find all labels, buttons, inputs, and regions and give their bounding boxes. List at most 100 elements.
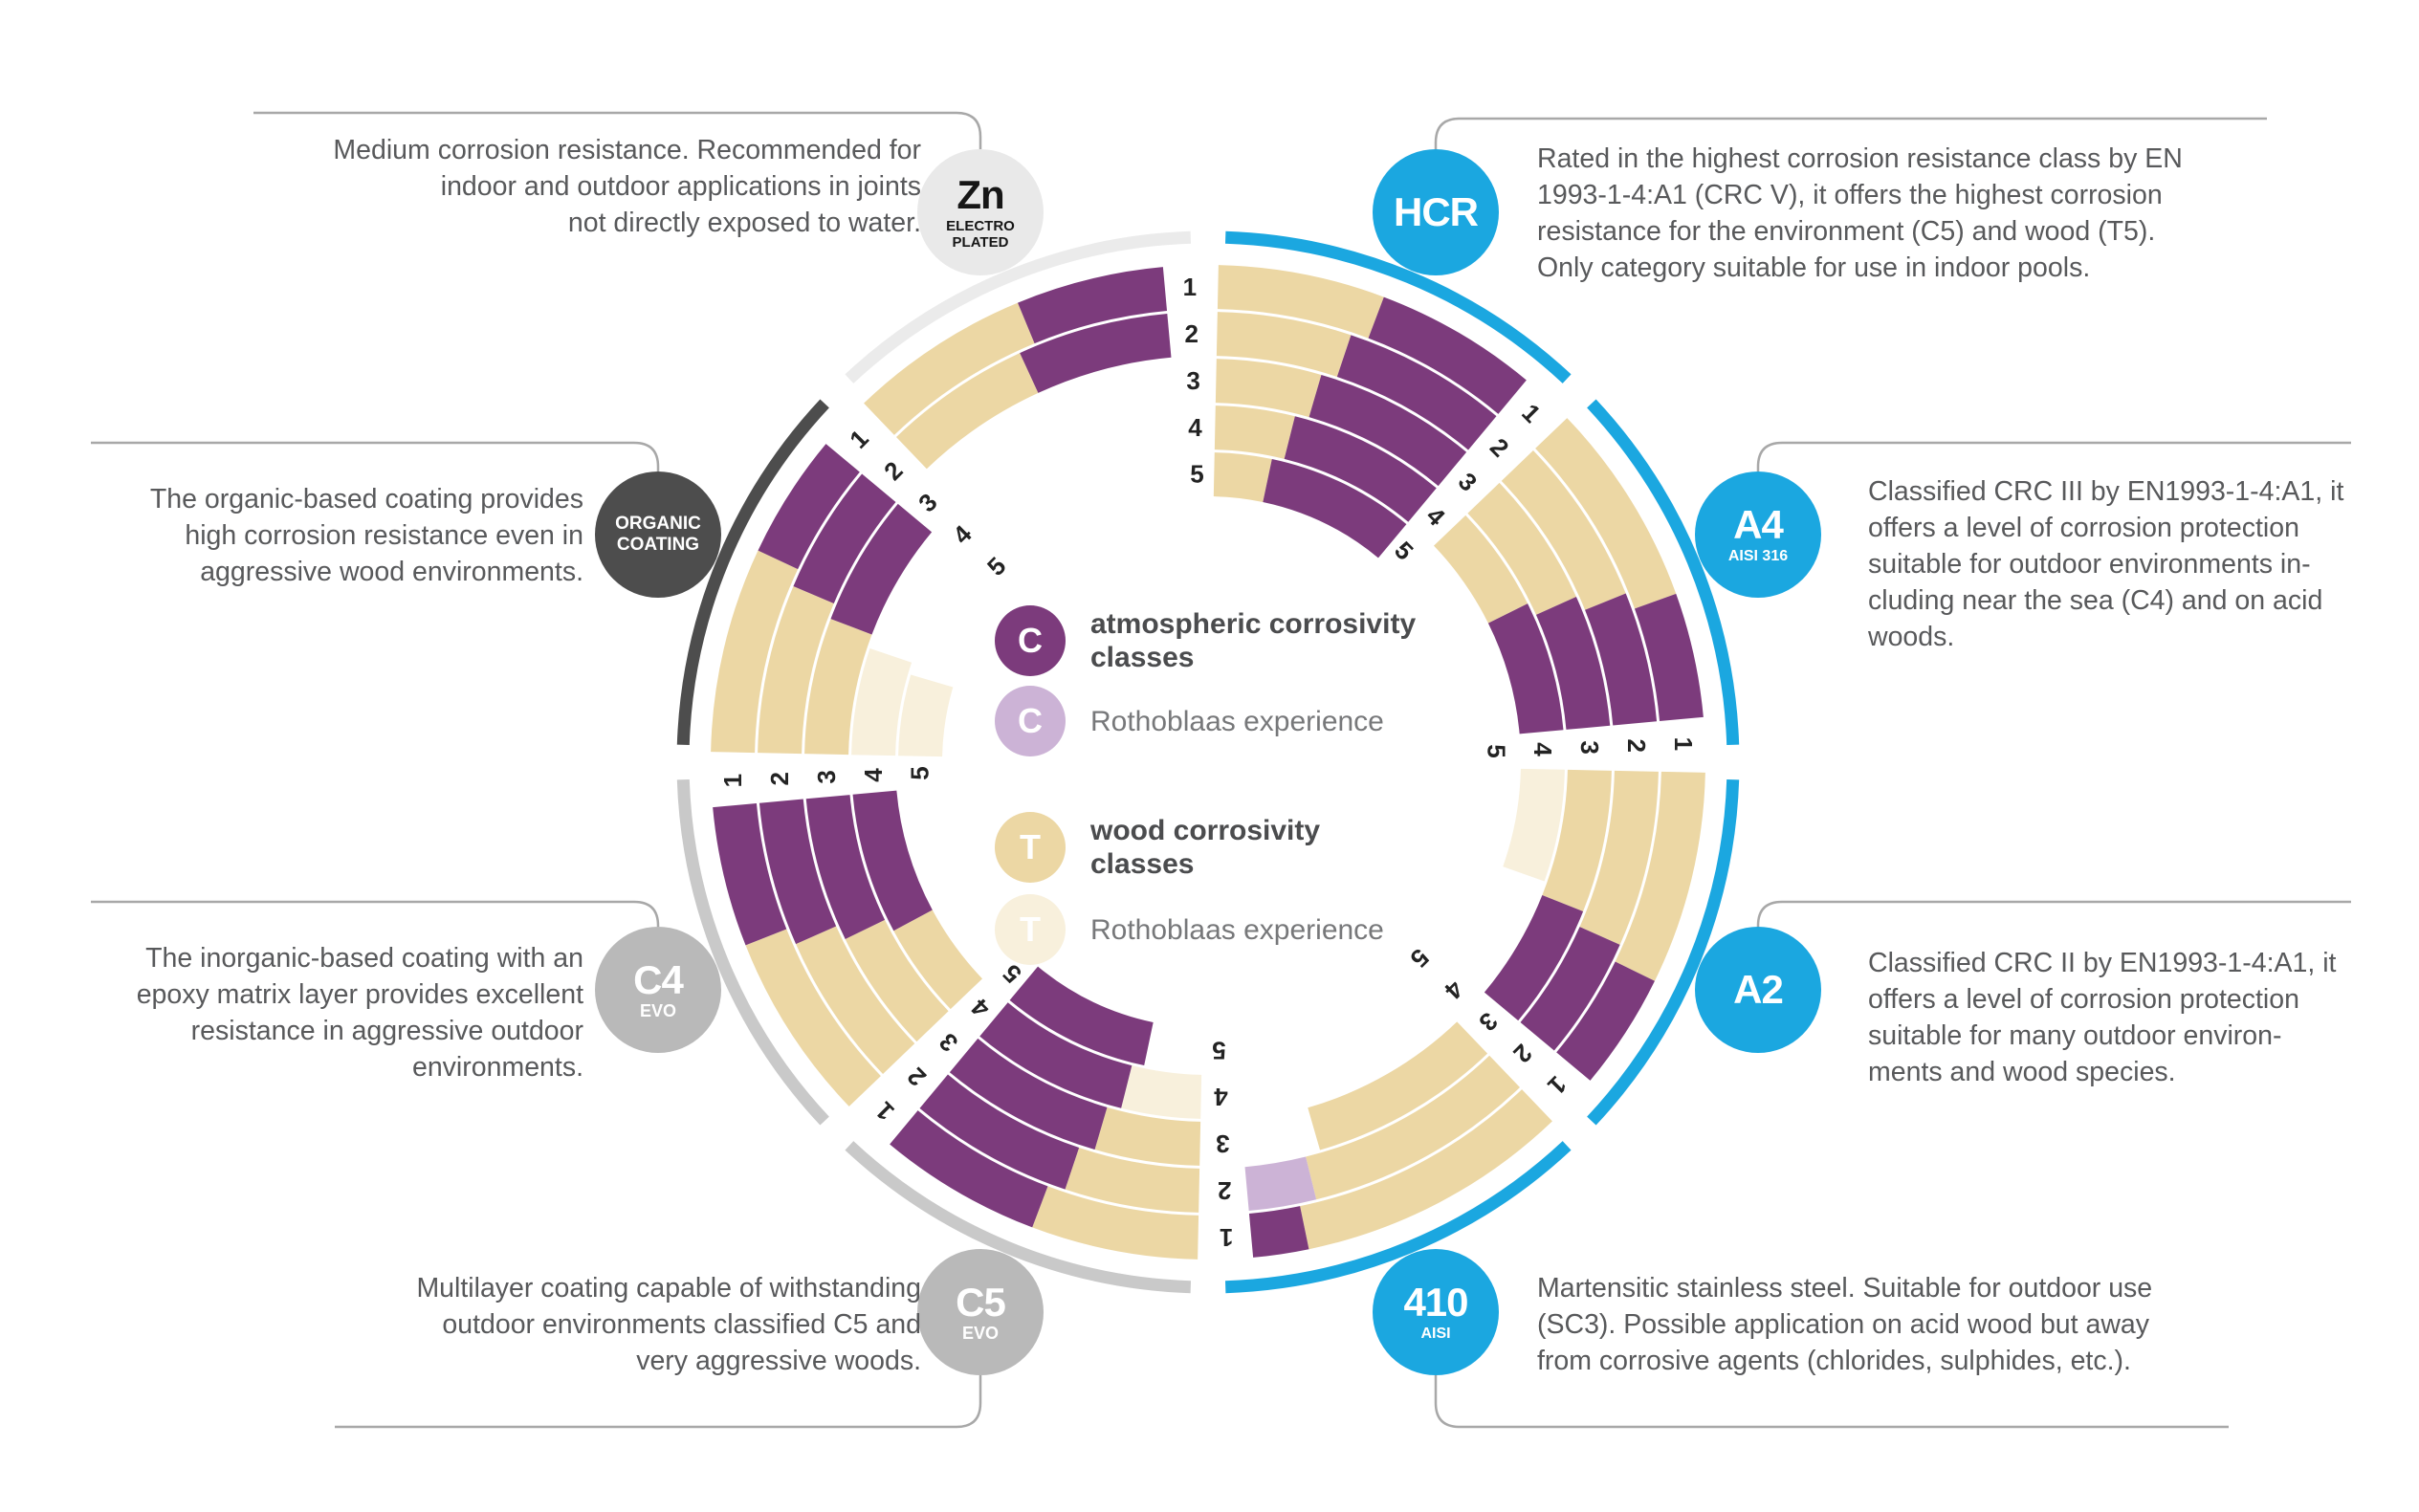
sector-organic-wood-ring-2: [758, 585, 834, 755]
badge-a4-aisi316: A4 AISI 316: [1695, 471, 1821, 598]
callout-text-line: Multilayer coating capable of withstandi…: [416, 1273, 921, 1304]
legend-wood-class-icon: T: [995, 812, 1066, 883]
callout-connector-c5: [335, 1375, 982, 1429]
scale-number-410-1: 1: [1542, 1070, 1572, 1100]
callout-connector-c4: [91, 900, 660, 927]
scale-number-c5-3: 3: [1216, 1129, 1229, 1158]
sector-zn-wood-ring-1: [864, 302, 1035, 435]
callout-text-line: suitable for outdoor environments in-: [1868, 549, 2311, 580]
scale-number-a2-2: 2: [1622, 739, 1651, 753]
callout-text-line: not directly exposed to water.: [567, 208, 921, 238]
sector-hcr-atmo-ring-2: [1336, 335, 1497, 450]
scale-number-hcr-3: 3: [1186, 366, 1199, 395]
callout-text-line: very aggressive woods.: [636, 1346, 921, 1376]
legend-label: Rothoblaas experience: [1090, 705, 1384, 737]
callout-text-line: suitable for many outdoor environ-: [1868, 1020, 2282, 1051]
sector-zn-atmo-ring-1: [1018, 267, 1168, 344]
sector-accent-arc-a2: [1587, 778, 1740, 1126]
sector-organic-wood-ring-3: [804, 619, 872, 756]
legend-item-wood-classes: T wood corrosivity classes: [995, 812, 1416, 883]
legend-item-atmospheric-experience: C Rothoblaas experience: [995, 686, 1416, 756]
sector-a4-wood-ring-2: [1501, 450, 1626, 610]
legend-atmospheric-experience-icon: C: [995, 686, 1066, 756]
sector-accent-arc-c5: [845, 1141, 1192, 1294]
callout-c4-evo: The inorganic-based coating with an epox…: [105, 940, 583, 1085]
sector-accent-arc-410: [1224, 1141, 1572, 1294]
callout-text-line: outdoor environments classified C5 and: [442, 1309, 921, 1340]
sector-c5-atmo-ring-4: [979, 1002, 1133, 1108]
sector-hcr-atmo-ring-3: [1308, 374, 1467, 487]
sector-410-wood-ring-2: [1306, 1055, 1520, 1200]
sector-organic-wood-ring-1: [711, 550, 799, 754]
callout-hcr: Rated in the highest corrosion resistanc…: [1537, 141, 2331, 286]
badge-label: 410: [1403, 1280, 1468, 1325]
sector-c4-wood-ring-2: [796, 926, 915, 1074]
scale-number-a4-3: 3: [1453, 467, 1483, 496]
badge-label: HCR: [1394, 189, 1479, 234]
callout-connector-a4: [1756, 441, 2351, 471]
badge-label: C4: [633, 957, 684, 1002]
sector-c5-wood-ring-1: [1032, 1186, 1199, 1260]
sector-hcr-atmo-ring-4: [1284, 416, 1437, 522]
sector-organic-atmo-ring-2: [793, 473, 896, 603]
callout-text-line: resistance in aggressive outdoor: [190, 1016, 583, 1046]
sector-accent-arc-hcr: [1224, 230, 1572, 383]
callout-text-line: 1993-1-4:A1 (CRC V), it offers the highe…: [1537, 180, 2163, 210]
badge-sublabel: EVO: [961, 1324, 999, 1343]
sector-c5-wood-ring-3: [1094, 1107, 1201, 1166]
sector-organic-wood-ring-4: [851, 648, 913, 756]
callout-text-line: cluding near the sea (C4) and on acid: [1868, 585, 2323, 616]
callout-text-line: Only category suitable for use in indoor…: [1537, 252, 2091, 283]
scale-number-c4-1: 1: [869, 1096, 899, 1126]
callout-text-line: Medium corrosion resistance. Recommended…: [333, 135, 921, 165]
callout-connector-410: [1434, 1375, 2229, 1429]
badge-sublabel: AISI 316: [1727, 548, 1789, 564]
scale-number-organic-5: 5: [906, 766, 935, 779]
scale-number-a4-5: 5: [1389, 536, 1418, 565]
scale-number-410-2: 2: [1507, 1039, 1537, 1068]
badge-410-aisi: 410 AISI: [1373, 1249, 1499, 1375]
sector-hcr-wood-ring-1: [1217, 265, 1384, 339]
scale-number-c4-4: 4: [965, 993, 996, 1023]
sector-a4-wood-ring-3: [1467, 482, 1576, 615]
badge-label: A2: [1733, 967, 1784, 1012]
sector-accent-arc-a4: [1587, 399, 1740, 746]
sector-c5-atmo-ring-1: [890, 1110, 1048, 1228]
sector-c5-atmo-ring-5: [1009, 966, 1154, 1066]
callout-text-line: epoxy matrix layer provides excellent: [136, 979, 583, 1010]
sector-c4-wood-ring-3: [845, 919, 949, 1042]
callout-a2: Classified CRC II by EN1993-1-4:A1, it o…: [1868, 945, 2419, 1090]
callout-text-line: from corrosive agents (chlorides, sulphi…: [1537, 1346, 2131, 1376]
scale-number-a2-1: 1: [1669, 737, 1698, 751]
sector-a4-atmo-ring-1: [1634, 593, 1704, 722]
callout-text-line: environments.: [411, 1052, 583, 1083]
sector-zn-wood-ring-2: [896, 353, 1039, 470]
sector-a2-atmo-ring-3: [1484, 895, 1584, 1021]
sector-410-atmo-ring-1: [1248, 1206, 1309, 1258]
sector-organic-atmo-ring-1: [758, 444, 860, 570]
callout-text-line: The inorganic-based coating with an: [145, 943, 583, 974]
sector-a2-wood-ring-3: [1542, 769, 1612, 912]
badge-sublabel: EVO: [639, 1001, 676, 1020]
scale-number-410-3: 3: [1473, 1007, 1503, 1037]
callout-zn-electroplated: Medium corrosion resistance. Recommended…: [156, 132, 921, 241]
scale-number-c4-2: 2: [902, 1062, 932, 1091]
sector-accent-arc-c4: [676, 778, 829, 1126]
callout-text-line: Classified CRC II by EN1993-1-4:A1, it: [1868, 948, 2337, 978]
legend-item-atmospheric-classes: C atmospheric corrosivity classes: [995, 605, 1416, 676]
scale-number-c4-3: 3: [934, 1027, 963, 1057]
callout-c5-evo: Multilayer coating capable of withstandi…: [252, 1270, 921, 1379]
badge-label: ORGANIC COATING: [615, 514, 701, 555]
callout-text-line: woods.: [1868, 622, 1955, 652]
sector-c5-wood-ring-4: [1121, 1065, 1202, 1119]
scale-number-c5-1: 1: [1220, 1223, 1233, 1252]
scale-number-410-4: 4: [1439, 975, 1469, 1005]
sector-a4-wood-ring-1: [1535, 418, 1677, 609]
callout-text-line: indoor and outdoor applications in joint…: [440, 171, 921, 202]
scale-number-a4-1: 1: [1516, 398, 1546, 427]
sector-accent-arc-organic: [676, 399, 829, 746]
badge-hcr: HCR: [1373, 149, 1499, 275]
badge-organic-coating: ORGANIC COATING: [595, 471, 721, 598]
sector-c4-atmo-ring-2: [759, 799, 837, 945]
